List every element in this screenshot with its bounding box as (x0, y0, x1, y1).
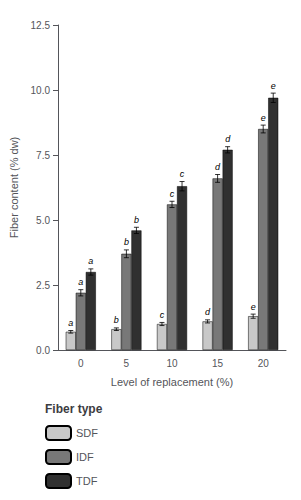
svg-text:c: c (170, 189, 175, 199)
svg-text:b: b (134, 215, 139, 225)
svg-text:d: d (215, 162, 221, 172)
svg-text:d: d (225, 134, 231, 144)
svg-text:e: e (251, 302, 256, 312)
svg-text:b: b (114, 315, 119, 325)
svg-text:TDF: TDF (76, 475, 98, 487)
svg-text:2.5: 2.5 (36, 280, 50, 291)
svg-text:10: 10 (166, 358, 178, 369)
svg-text:5.0: 5.0 (36, 215, 50, 226)
svg-text:d: d (205, 307, 211, 317)
svg-text:a: a (68, 318, 73, 328)
svg-text:IDF: IDF (76, 451, 94, 463)
svg-text:20: 20 (258, 358, 270, 369)
svg-text:12.5: 12.5 (31, 20, 51, 31)
svg-text:15: 15 (212, 358, 224, 369)
svg-text:a: a (78, 277, 83, 287)
svg-text:c: c (180, 169, 185, 179)
svg-text:7.5: 7.5 (36, 150, 50, 161)
svg-text:e: e (261, 113, 266, 123)
svg-text:a: a (88, 256, 93, 266)
svg-text:0.0: 0.0 (36, 345, 50, 356)
svg-text:0: 0 (78, 358, 84, 369)
svg-text:SDF: SDF (76, 427, 98, 439)
svg-text:c: c (160, 310, 165, 320)
svg-text:10.0: 10.0 (31, 85, 51, 96)
svg-text:Level of replacement (%): Level of replacement (%) (111, 376, 233, 388)
svg-text:b: b (124, 237, 129, 247)
svg-text:Fiber content (% dw): Fiber content (% dw) (8, 137, 20, 238)
svg-text:5: 5 (124, 358, 130, 369)
svg-text:Fiber type: Fiber type (45, 402, 103, 416)
svg-text:e: e (271, 81, 276, 91)
